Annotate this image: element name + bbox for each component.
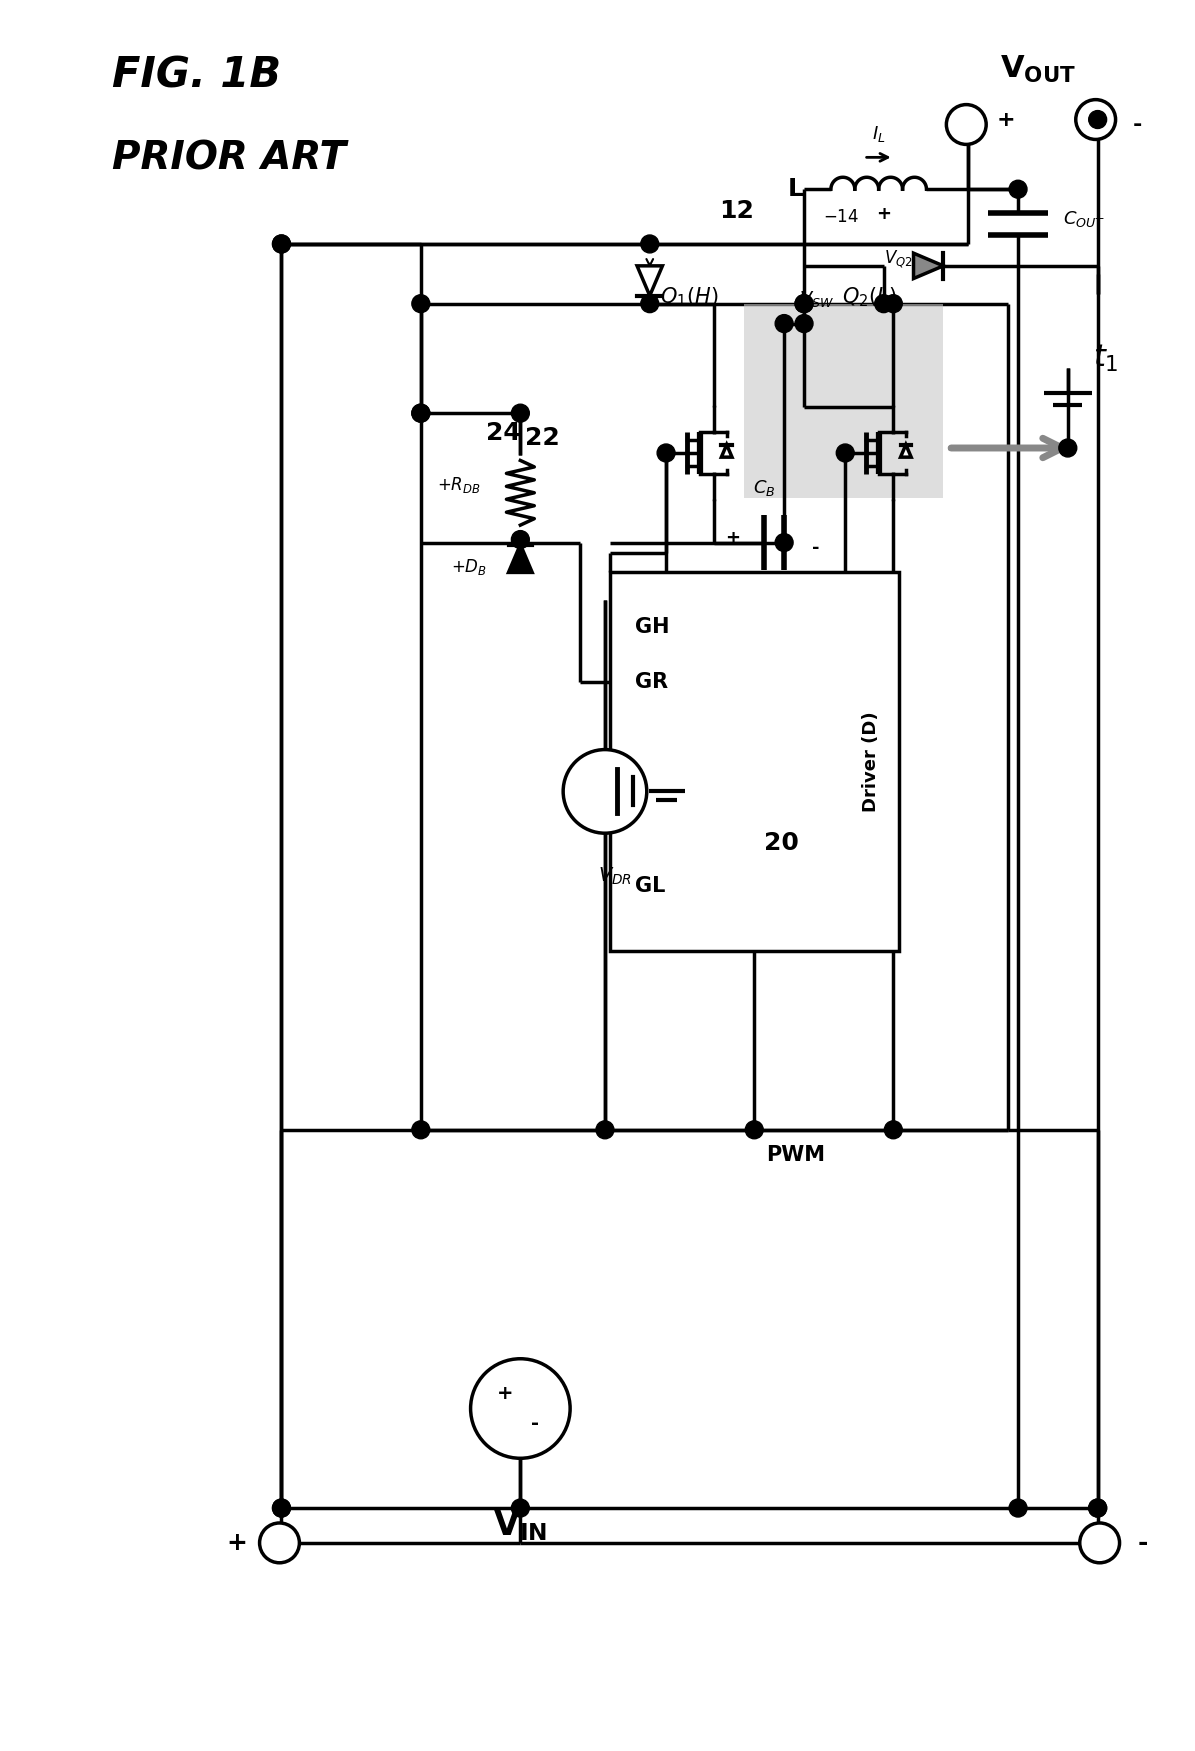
Text: $V_{SW}$: $V_{SW}$ (799, 289, 834, 308)
Circle shape (596, 1121, 614, 1138)
Circle shape (875, 294, 893, 313)
Circle shape (1089, 1534, 1107, 1551)
Circle shape (884, 294, 902, 313)
Text: -: - (813, 539, 820, 557)
Text: +: + (725, 529, 740, 546)
Text: +: + (997, 110, 1015, 130)
Text: $Q_2(L)$: $Q_2(L)$ (841, 285, 896, 308)
Circle shape (641, 235, 658, 252)
Circle shape (795, 294, 813, 313)
Circle shape (884, 1121, 902, 1138)
Circle shape (412, 404, 430, 422)
Text: +: + (497, 1383, 514, 1403)
Circle shape (272, 1534, 290, 1551)
Text: 22: 22 (526, 425, 560, 450)
Text: +: + (876, 205, 891, 222)
Text: $+R_{DB}$: $+R_{DB}$ (437, 475, 480, 496)
Text: $C_{OUT}$: $C_{OUT}$ (1062, 208, 1105, 229)
Circle shape (946, 105, 986, 144)
Text: $\mathbf{V_{OUT}}$: $\mathbf{V_{OUT}}$ (1000, 54, 1076, 84)
Text: 24: 24 (485, 420, 520, 445)
Text: $-14$: $-14$ (823, 208, 859, 226)
Circle shape (563, 749, 646, 833)
Circle shape (836, 445, 854, 462)
Circle shape (1009, 1499, 1027, 1516)
Circle shape (1076, 100, 1116, 140)
Text: -: - (1133, 114, 1142, 135)
Circle shape (272, 235, 290, 252)
Text: GL: GL (635, 876, 666, 897)
Text: $C_B$: $C_B$ (753, 478, 776, 497)
Text: FIG. 1B: FIG. 1B (112, 54, 281, 96)
Circle shape (259, 1523, 300, 1564)
Text: -: - (1138, 1530, 1147, 1555)
Text: L: L (789, 177, 804, 201)
Circle shape (412, 294, 430, 313)
Text: GH: GH (635, 616, 669, 637)
Circle shape (641, 294, 658, 313)
Circle shape (1009, 180, 1027, 198)
Circle shape (511, 531, 529, 548)
Text: $V_{DR}$: $V_{DR}$ (598, 867, 632, 888)
Circle shape (1089, 1499, 1107, 1516)
Polygon shape (637, 266, 662, 296)
Polygon shape (901, 445, 912, 457)
Text: -: - (532, 1415, 539, 1432)
Text: $V_{Q2}$: $V_{Q2}$ (883, 249, 913, 270)
Circle shape (1080, 1523, 1120, 1564)
Text: $I_L$: $I_L$ (872, 124, 885, 144)
Circle shape (511, 404, 529, 422)
Polygon shape (744, 303, 943, 497)
Circle shape (657, 445, 675, 462)
Circle shape (1089, 110, 1107, 128)
Circle shape (795, 294, 813, 313)
Text: GR: GR (635, 672, 668, 692)
Polygon shape (722, 445, 733, 457)
Text: PRIOR ART: PRIOR ART (112, 140, 347, 177)
Circle shape (272, 1499, 290, 1516)
Circle shape (776, 315, 793, 333)
Text: $t_1$: $t_1$ (1092, 343, 1119, 375)
Circle shape (471, 1359, 570, 1459)
Circle shape (412, 404, 430, 422)
Text: +: + (226, 1530, 247, 1555)
Circle shape (412, 1121, 430, 1138)
Text: 12: 12 (719, 200, 754, 222)
Polygon shape (913, 254, 943, 278)
Text: Driver (D): Driver (D) (862, 711, 880, 812)
Text: $+D_B$: $+D_B$ (451, 557, 486, 578)
Circle shape (272, 1499, 290, 1516)
Text: PWM: PWM (766, 1145, 826, 1164)
Bar (609, 573, 899, 951)
Circle shape (1059, 440, 1077, 457)
Text: $Q_1(H)$: $Q_1(H)$ (661, 285, 719, 308)
Text: 20: 20 (765, 832, 799, 854)
Circle shape (746, 1121, 764, 1138)
Circle shape (1089, 1499, 1107, 1516)
Circle shape (776, 534, 793, 552)
Circle shape (272, 235, 290, 252)
Text: $\mathbf{V_{IN}}$: $\mathbf{V_{IN}}$ (494, 1508, 547, 1543)
Circle shape (795, 315, 813, 333)
Polygon shape (509, 545, 532, 573)
Circle shape (511, 1499, 529, 1516)
